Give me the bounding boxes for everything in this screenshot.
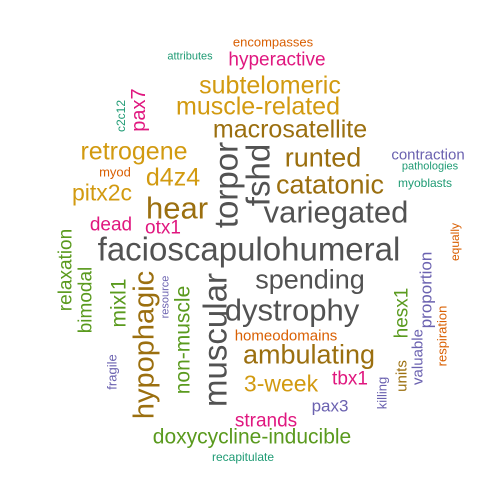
word-mixl1: mixl1 (107, 278, 131, 328)
word-retrogene: retrogene (80, 137, 188, 166)
word-hear: hear (145, 190, 209, 226)
word-valuable: valuable (409, 329, 427, 385)
word-subtelomeric: subtelomeric (199, 71, 341, 100)
word-3-week: 3-week (243, 370, 319, 397)
word-respiration: respiration (434, 305, 450, 367)
word-pax7: pax7 (128, 88, 150, 132)
word-d4z4: d4z4 (145, 163, 201, 192)
word-relaxation: relaxation (55, 228, 77, 312)
word-units: units (393, 360, 411, 392)
word-hypophagic: hypophagic (128, 270, 161, 420)
word-non-muscle: non-muscle (171, 285, 195, 395)
word-variegated: variegated (263, 194, 409, 230)
word-proportion: proportion (416, 251, 436, 329)
word-attributes: attributes (167, 50, 213, 63)
word-dead: dead (89, 214, 133, 236)
word-killing: killing (374, 376, 390, 410)
word-hyperactive: hyperactive (228, 49, 326, 71)
word-strands: strands (234, 410, 298, 432)
word-myoblasts: myoblasts (397, 176, 453, 190)
word-myod: myod (99, 164, 131, 180)
word-pax3: pax3 (311, 396, 349, 416)
word-doxycycline-inducible: doxycycline-inducible (152, 425, 352, 449)
word-equally: equally (448, 222, 462, 262)
word-fragile: fragile (104, 354, 120, 390)
word-encompasses: encompasses (232, 34, 314, 50)
word-resource: resource (159, 275, 172, 319)
word-catatonic: catatonic (275, 169, 385, 200)
word-spending: spending (255, 264, 365, 295)
word-dystrophy: dystrophy (224, 292, 360, 328)
word-bimodal: bimodal (75, 266, 97, 334)
word-macrosatellite: macrosatellite (212, 115, 368, 144)
word-ambulating: ambulating (242, 339, 376, 370)
word-recapitulate: recapitulate (211, 450, 275, 464)
word-homeodomains: homeodomains (234, 327, 338, 345)
word-runted: runted (284, 142, 362, 173)
word-facioscapulohumeral: facioscapulohumeral (97, 230, 401, 268)
word-otx1: otx1 (145, 217, 181, 239)
word-pitx2c: pitx2c (71, 179, 133, 206)
word-contraction: contraction (391, 146, 465, 164)
word-pathologies: pathologies (401, 160, 459, 173)
word-c2c12: c2c12 (114, 99, 128, 133)
word-tbx1: tbx1 (332, 368, 368, 390)
word-torpor: torpor (207, 141, 245, 229)
word-muscle-related: muscle-related (176, 92, 340, 121)
